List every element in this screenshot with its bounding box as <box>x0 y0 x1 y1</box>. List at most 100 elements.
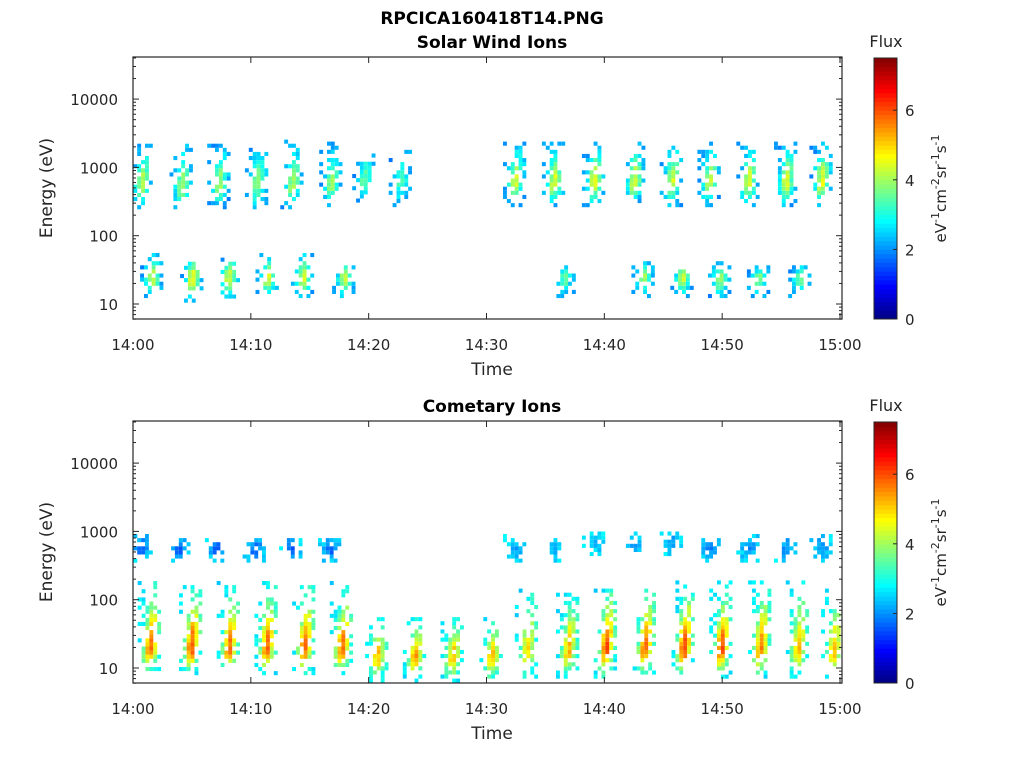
heatmap-cell <box>801 650 806 655</box>
heatmap-cell <box>330 149 335 154</box>
heatmap-cell <box>824 550 829 555</box>
heatmap-cell <box>179 609 183 614</box>
heatmap-cell <box>298 273 303 278</box>
heatmap-cell <box>195 274 200 279</box>
heatmap-cell <box>522 174 527 179</box>
heatmap-cell <box>821 613 825 618</box>
colorbar-segment <box>874 131 897 137</box>
heatmap-cell <box>456 637 460 642</box>
heatmap-cell <box>567 633 572 638</box>
heatmap-cell <box>534 605 539 610</box>
heatmap-cell <box>510 182 515 187</box>
heatmap-cell <box>643 285 647 290</box>
heatmap-cell <box>269 617 274 622</box>
heatmap-cell <box>404 174 409 179</box>
heatmap-cell <box>793 625 798 630</box>
heatmap-cell <box>663 552 668 557</box>
heatmap-cell <box>495 645 499 650</box>
heatmap-cell <box>636 666 641 671</box>
heatmap-cell <box>609 633 614 638</box>
heatmap-cell <box>194 605 199 610</box>
heatmap-cell <box>687 621 691 626</box>
heatmap-cell <box>137 147 142 152</box>
heatmap-cell <box>179 667 183 672</box>
heatmap-cell <box>647 294 651 299</box>
colorbar-segment <box>874 310 897 316</box>
heatmap-cell <box>720 674 725 679</box>
heatmap-cell <box>336 277 340 282</box>
heatmap-cell <box>563 637 568 642</box>
heatmap-cell <box>332 285 336 290</box>
heatmap-cell <box>777 174 782 179</box>
heatmap-cell <box>593 186 598 191</box>
heatmap-cell <box>336 273 340 278</box>
heatmap-cell <box>797 650 802 655</box>
heatmap-cell <box>352 186 357 191</box>
heatmap-cells <box>133 139 833 303</box>
heatmap-cell <box>767 592 772 597</box>
heatmap-cell <box>414 617 419 622</box>
heatmap-cell <box>652 592 656 597</box>
heatmap-cell <box>137 550 142 555</box>
heatmap-cell <box>593 539 598 544</box>
heatmap-cell <box>363 186 368 191</box>
heatmap-cell <box>333 538 338 543</box>
heatmap-cell <box>720 633 725 638</box>
heatmap-cell <box>671 190 676 195</box>
heatmap-cell <box>724 662 729 667</box>
heatmap-cell <box>567 621 572 626</box>
heatmap-cell <box>828 609 833 614</box>
heatmap-cell <box>723 273 728 278</box>
heatmap-cell <box>567 592 572 597</box>
heatmap-cell <box>671 174 676 179</box>
heatmap-cell <box>236 642 240 647</box>
heatmap-cell <box>641 178 646 183</box>
heatmap-cell <box>137 192 142 197</box>
heatmap-cell <box>262 613 266 618</box>
heatmap-cell <box>232 585 237 590</box>
heatmap-cell <box>263 281 268 286</box>
heatmap-cell <box>215 143 219 148</box>
heatmap-cell <box>215 147 219 152</box>
heatmap-cell <box>310 273 315 278</box>
heatmap-cell <box>440 674 445 679</box>
heatmap-cell <box>343 269 348 274</box>
heatmap-cell <box>605 621 610 626</box>
heatmap-cell <box>744 554 748 559</box>
heatmap-cell <box>740 166 745 171</box>
heatmap-cell <box>262 630 266 635</box>
heatmap-cell <box>514 554 519 559</box>
heatmap-cell <box>824 145 829 150</box>
colorbar-segment <box>874 236 897 242</box>
heatmap-cell <box>292 650 296 655</box>
heatmap-cell <box>705 153 710 158</box>
colorbar-segment <box>874 669 897 675</box>
heatmap-cell <box>637 141 642 146</box>
heatmap-cell <box>567 650 572 655</box>
heatmap-cell <box>306 265 311 270</box>
heatmap-cell <box>793 674 798 679</box>
heatmap-cell <box>284 164 289 169</box>
heatmap-cell <box>797 596 802 601</box>
heatmap-cell <box>789 666 794 671</box>
heatmap-cell <box>266 642 270 647</box>
heatmap-cell <box>295 192 300 197</box>
colorbar-segment <box>874 548 897 553</box>
colorbar-segment <box>874 443 897 449</box>
heatmap-cell <box>444 637 449 642</box>
heatmap-cell <box>173 184 178 189</box>
heatmap-cell <box>648 650 653 655</box>
heatmap-cell <box>755 629 760 634</box>
heatmap-cell <box>303 613 308 618</box>
heatmap-cell <box>723 294 728 299</box>
heatmap-cell <box>748 650 752 655</box>
heatmap-cell <box>705 186 710 191</box>
heatmap-cell <box>748 542 752 547</box>
heatmap-cell <box>777 186 782 191</box>
colorbar-tick-label: 4 <box>905 536 915 554</box>
heatmap-cell <box>759 666 764 671</box>
heatmap-cell <box>828 186 833 191</box>
heatmap-cell <box>625 186 630 191</box>
heatmap-cell <box>556 609 560 614</box>
